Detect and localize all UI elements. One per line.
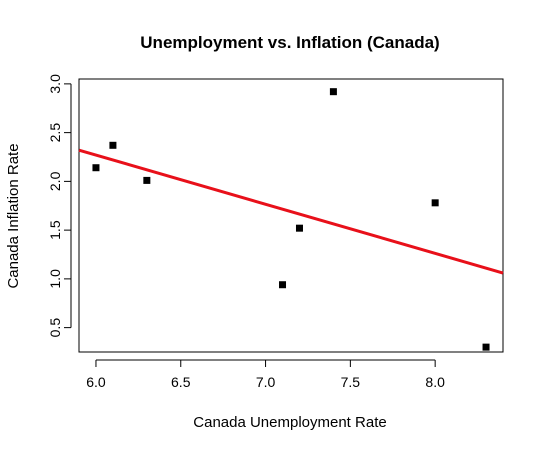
x-tick-label: 8.0: [425, 374, 445, 390]
y-tick-label: 1.5: [47, 220, 63, 240]
y-axis: 0.5 1.0 1.5 2.0 2.5 3.0: [47, 74, 72, 338]
x-axis-label: Canada Unemployment Rate: [193, 414, 386, 431]
regression-line: [78, 148, 504, 275]
y-tick-label: 3.0: [47, 74, 63, 94]
x-axis: 6.0 6.5 7.0 7.5 8.0: [86, 359, 445, 390]
y-tick-label: 2.5: [47, 123, 63, 143]
y-tick-label: 0.5: [47, 318, 63, 338]
x-tick-label: 6.0: [86, 374, 106, 390]
chart-title: Unemployment vs. Inflation (Canada): [140, 33, 439, 52]
data-point: [329, 88, 337, 96]
data-point: [279, 281, 287, 289]
y-axis-label: Canada Inflation Rate: [5, 143, 22, 288]
data-point: [295, 224, 303, 232]
data-point: [109, 141, 117, 149]
x-tick-label: 6.5: [171, 374, 191, 390]
y-tick-label: 2.0: [47, 171, 63, 191]
regression-line-group: [78, 148, 504, 275]
y-tick-label: 1.0: [47, 269, 63, 289]
data-point: [431, 199, 439, 207]
data-points: [92, 88, 490, 351]
x-tick-label: 7.5: [341, 374, 361, 390]
data-point: [92, 164, 100, 172]
x-tick-label: 7.0: [256, 374, 276, 390]
data-point: [482, 343, 490, 351]
data-point: [143, 176, 151, 184]
plot-frame: [78, 78, 504, 353]
